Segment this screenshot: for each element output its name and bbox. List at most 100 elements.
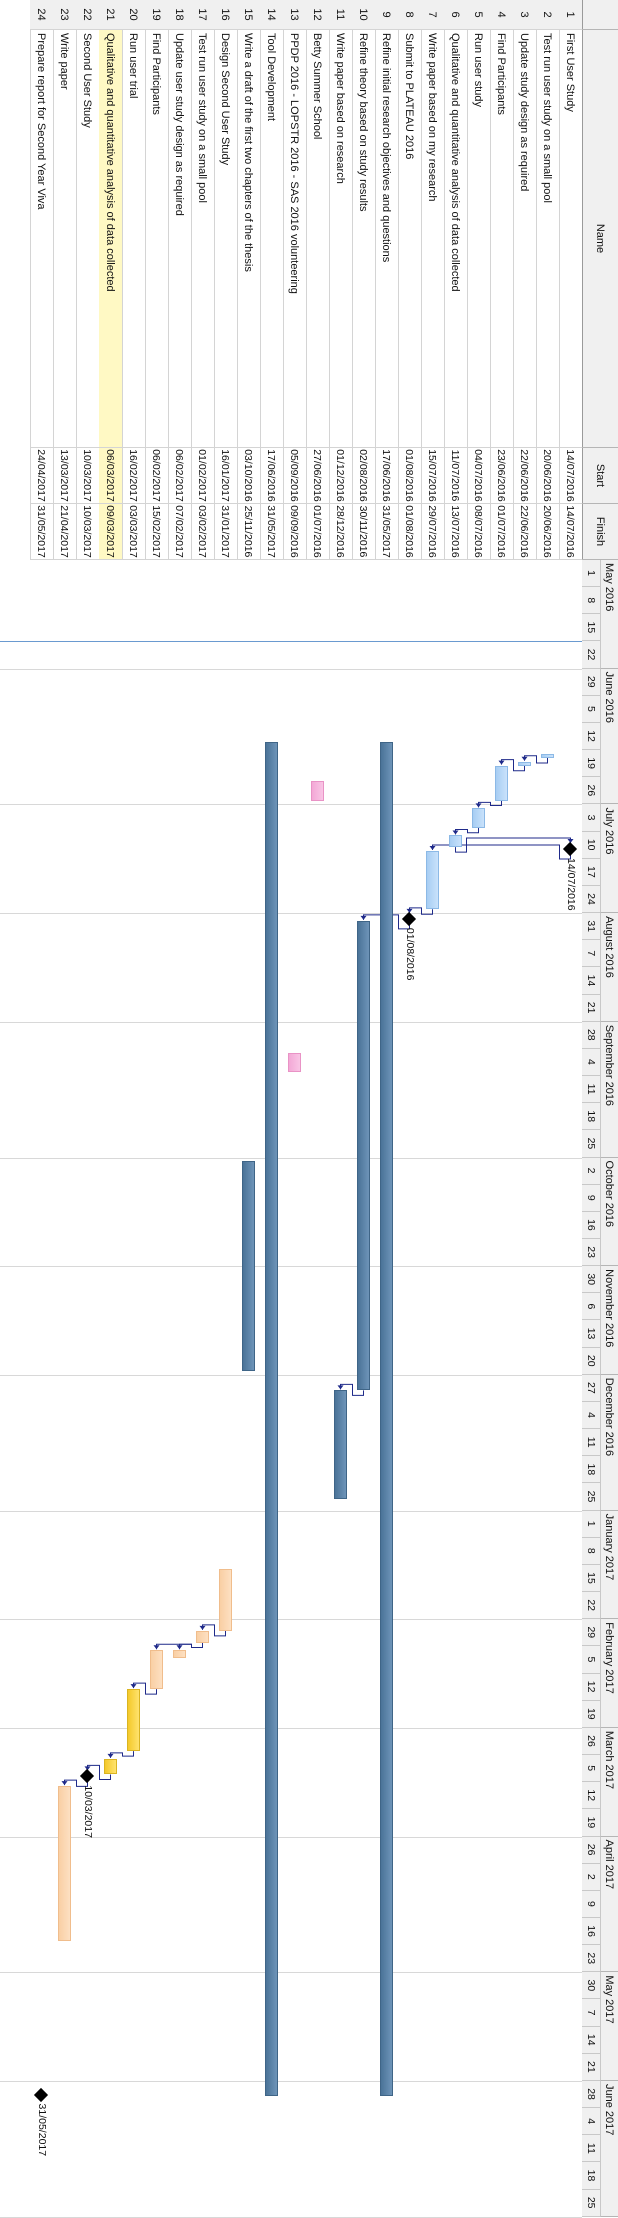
task-id-cell[interactable]: 18	[168, 0, 191, 30]
task-start-cell[interactable]: 06/03/2017	[99, 448, 122, 504]
task-start-cell[interactable]: 13/03/2017	[53, 448, 76, 504]
task-id-cell[interactable]: 4	[490, 0, 513, 30]
task-id-cell[interactable]: 24	[30, 0, 53, 30]
task-bar[interactable]	[196, 1630, 209, 1643]
task-id-cell[interactable]: 16	[214, 0, 237, 30]
table-row[interactable]: 21 Qualitative and quantitative analysis …	[99, 0, 122, 560]
task-start-cell[interactable]: 06/02/2017	[145, 448, 168, 504]
task-finish-cell[interactable]: 22/06/2016	[513, 504, 536, 560]
task-bar[interactable]	[541, 754, 554, 758]
task-bar[interactable]	[449, 835, 462, 848]
task-finish-cell[interactable]: 01/08/2016	[398, 504, 421, 560]
task-id-cell[interactable]: 19	[145, 0, 168, 30]
task-name-cell[interactable]: Run user study	[467, 30, 490, 448]
task-finish-cell[interactable]: 01/07/2016	[490, 504, 513, 560]
table-row[interactable]: 1 First User Study 14/07/2016 14/07/2016	[559, 0, 582, 560]
task-finish-cell[interactable]: 28/12/2016	[329, 504, 352, 560]
task-id-cell[interactable]: 20	[122, 0, 145, 30]
task-name-cell[interactable]: Write paper	[53, 30, 76, 448]
task-id-cell[interactable]: 23	[53, 0, 76, 30]
table-row[interactable]: 17 Test run user study on a small pool 01/…	[191, 0, 214, 560]
task-name-cell[interactable]: Run user trial	[122, 30, 145, 448]
table-row[interactable]: 23 Write paper 13/03/2017 21/04/2017	[53, 0, 76, 560]
name-column-header[interactable]: Name	[582, 30, 618, 448]
task-id-cell[interactable]: 17	[191, 0, 214, 30]
task-finish-cell[interactable]: 20/06/2016	[536, 504, 559, 560]
task-finish-cell[interactable]: 03/02/2017	[191, 504, 214, 560]
task-bar[interactable]	[173, 1650, 186, 1659]
id-column-header[interactable]	[582, 0, 618, 30]
task-start-cell[interactable]: 14/07/2016	[559, 448, 582, 504]
task-finish-cell[interactable]: 21/04/2017	[53, 504, 76, 560]
task-name-cell[interactable]: Update user study design as required	[168, 30, 191, 448]
task-start-cell[interactable]: 02/08/2016	[352, 448, 375, 504]
table-row[interactable]: 7 Write paper based on my research 15/07/2…	[421, 0, 444, 560]
task-start-cell[interactable]: 06/02/2017	[168, 448, 191, 504]
task-start-cell[interactable]: 23/06/2016	[490, 448, 513, 504]
task-start-cell[interactable]: 17/06/2016	[260, 448, 283, 504]
task-bar[interactable]	[288, 1052, 301, 1073]
table-row[interactable]: 10 Refine theory based on study results 02…	[352, 0, 375, 560]
task-name-cell[interactable]: Submit to PLATEAU 2016	[398, 30, 421, 448]
task-bar[interactable]	[104, 1758, 117, 1775]
table-row[interactable]: 5 Run user study 04/07/2016 08/07/2016	[467, 0, 490, 560]
task-start-cell[interactable]: 22/06/2016	[513, 448, 536, 504]
task-finish-cell[interactable]: 31/01/2017	[214, 504, 237, 560]
table-row[interactable]: 6 Qualitative and quantitative analysis o…	[444, 0, 467, 560]
task-finish-cell[interactable]: 30/11/2016	[352, 504, 375, 560]
table-row[interactable]: 2 Test run user study on a small pool 20/0…	[536, 0, 559, 560]
task-finish-cell[interactable]: 25/11/2016	[237, 504, 260, 560]
task-id-cell[interactable]: 14	[260, 0, 283, 30]
task-start-cell[interactable]: 10/03/2017	[76, 448, 99, 504]
task-finish-cell[interactable]: 07/02/2017	[168, 504, 191, 560]
task-bar[interactable]	[380, 742, 393, 2097]
table-row[interactable]: 16 Design Second User Study 16/01/2017 31/0…	[214, 0, 237, 560]
task-start-cell[interactable]: 16/01/2017	[214, 448, 237, 504]
task-name-cell[interactable]: Write paper based on research	[329, 30, 352, 448]
task-id-cell[interactable]: 12	[306, 0, 329, 30]
task-bar[interactable]	[58, 1786, 71, 1942]
task-name-cell[interactable]: Tool Development	[260, 30, 283, 448]
task-id-cell[interactable]: 1	[559, 0, 582, 30]
table-row[interactable]: 4 Find Participants 23/06/2016 01/07/2016	[490, 0, 513, 560]
task-name-cell[interactable]: Refine theory based on study results	[352, 30, 375, 448]
task-name-cell[interactable]: Find Participants	[490, 30, 513, 448]
task-name-cell[interactable]: Update study design as required	[513, 30, 536, 448]
task-id-cell[interactable]: 9	[375, 0, 398, 30]
table-row[interactable]: 13 PPDP 2016 - LOPSTR 2016 - SAS 2016 vol…	[283, 0, 306, 560]
task-start-cell[interactable]: 24/04/2017	[30, 448, 53, 504]
task-id-cell[interactable]: 2	[536, 0, 559, 30]
task-id-cell[interactable]: 22	[76, 0, 99, 30]
task-start-cell[interactable]: 04/07/2016	[467, 448, 490, 504]
task-start-cell[interactable]: 01/08/2016	[398, 448, 421, 504]
task-finish-cell[interactable]: 15/02/2017	[145, 504, 168, 560]
table-row[interactable]: 9 Refine initial research objectives and …	[375, 0, 398, 560]
task-finish-cell[interactable]: 31/05/2017	[260, 504, 283, 560]
task-start-cell[interactable]: 11/07/2016	[444, 448, 467, 504]
task-finish-cell[interactable]: 10/03/2017	[76, 504, 99, 560]
task-bar[interactable]	[334, 1390, 347, 1499]
table-row[interactable]: 24 Prepare report for Second Year Viva 24/…	[30, 0, 53, 560]
task-bar[interactable]	[127, 1689, 140, 1752]
task-start-cell[interactable]: 01/12/2016	[329, 448, 352, 504]
task-id-cell[interactable]: 21	[99, 0, 122, 30]
table-row[interactable]: 14 Tool Development 17/06/2016 31/05/2017	[260, 0, 283, 560]
task-finish-cell[interactable]: 01/07/2016	[306, 504, 329, 560]
task-name-cell[interactable]: Write paper based on my research	[421, 30, 444, 448]
task-name-cell[interactable]: Test run user study on a small pool	[191, 30, 214, 448]
task-start-cell[interactable]: 15/07/2016	[421, 448, 444, 504]
task-name-cell[interactable]: Prepare report for Second Year Viva	[30, 30, 53, 448]
task-name-cell[interactable]: PPDP 2016 - LOPSTR 2016 - SAS 2016 volun…	[283, 30, 306, 448]
table-row[interactable]: 8 Submit to PLATEAU 2016 01/08/2016 01/08/2…	[398, 0, 421, 560]
task-bar[interactable]	[242, 1161, 255, 1371]
task-start-cell[interactable]: 16/02/2017	[122, 448, 145, 504]
task-finish-cell[interactable]: 13/07/2016	[444, 504, 467, 560]
task-start-cell[interactable]: 01/02/2017	[191, 448, 214, 504]
task-id-cell[interactable]: 10	[352, 0, 375, 30]
task-id-cell[interactable]: 3	[513, 0, 536, 30]
table-row[interactable]: 20 Run user trial 16/02/2017 03/03/2017	[122, 0, 145, 560]
task-id-cell[interactable]: 11	[329, 0, 352, 30]
task-bar[interactable]	[219, 1568, 232, 1631]
table-row[interactable]: 19 Find Participants 06/02/2017 15/02/2017	[145, 0, 168, 560]
task-name-cell[interactable]: Write a draft of the first two chapters …	[237, 30, 260, 448]
